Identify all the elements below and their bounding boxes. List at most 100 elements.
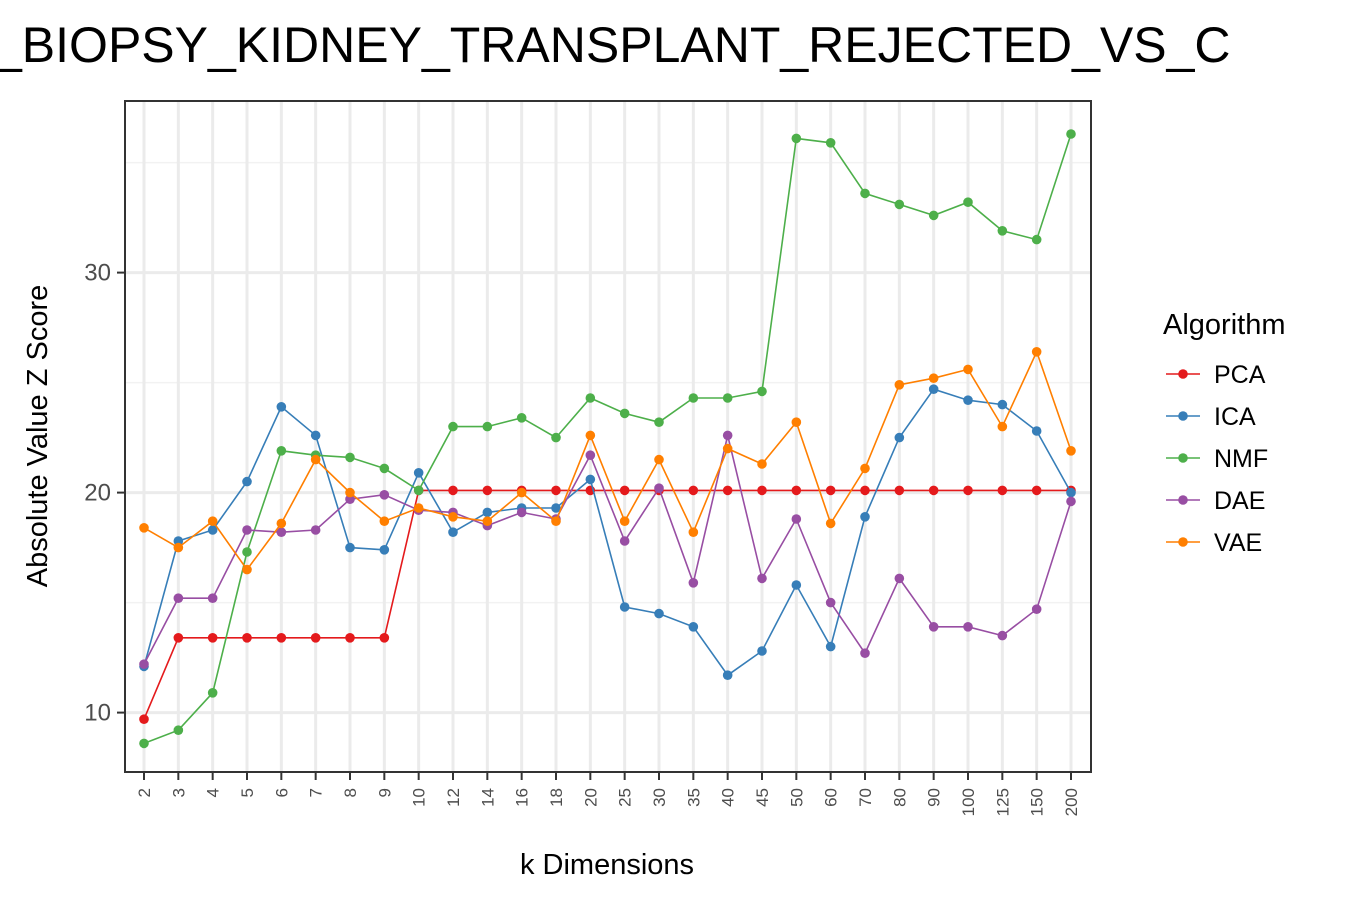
- data-point-vae: [894, 380, 905, 390]
- data-point-dae: [928, 622, 939, 632]
- data-point-vae: [585, 430, 596, 441]
- x-tick-label: 14: [478, 788, 497, 807]
- x-tick-label: 40: [719, 788, 738, 807]
- x-tick-label: 35: [684, 788, 703, 807]
- x-tick-label: 100: [959, 788, 978, 816]
- data-point-vae: [516, 487, 527, 498]
- legend-label: VAE: [1214, 529, 1262, 557]
- data-point-dae: [173, 593, 184, 603]
- data-point-ica: [379, 545, 390, 555]
- x-tick-label: 12: [444, 788, 463, 807]
- data-point-ica: [757, 646, 767, 656]
- data-point-ica: [482, 507, 493, 518]
- data-point-pca: [139, 714, 149, 724]
- data-point-dae: [242, 525, 252, 535]
- data-point-pca: [310, 633, 321, 643]
- data-point-vae: [139, 523, 149, 533]
- data-point-pca: [619, 485, 630, 496]
- series-line-dae: [143, 435, 1072, 665]
- legend-key-point: [1178, 411, 1188, 421]
- data-point-ica: [860, 512, 870, 522]
- legend-key-point: [1178, 453, 1188, 463]
- data-point-dae: [791, 514, 802, 524]
- data-point-ica: [207, 525, 218, 535]
- data-point-pca: [825, 485, 836, 496]
- data-point-nmf: [791, 133, 802, 144]
- series-vae: [139, 347, 1076, 575]
- data-point-vae: [825, 518, 836, 529]
- data-point-vae: [173, 542, 184, 553]
- data-point-vae: [928, 373, 939, 384]
- data-point-pca: [928, 485, 939, 496]
- series-nmf: [139, 129, 1076, 749]
- data-point-nmf: [516, 413, 527, 423]
- data-point-nmf: [413, 485, 424, 496]
- data-point-dae: [825, 597, 836, 608]
- data-point-ica: [654, 608, 664, 619]
- data-point-vae: [963, 364, 973, 375]
- data-point-ica: [345, 542, 355, 553]
- series-layer: [139, 129, 1076, 749]
- legend-title: Algorithm: [1163, 309, 1286, 341]
- data-point-ica: [722, 670, 733, 680]
- data-point-ica: [688, 622, 699, 632]
- data-point-vae: [654, 454, 664, 465]
- x-tick-label: 5: [238, 788, 257, 797]
- data-point-dae: [139, 659, 149, 669]
- data-point-ica: [242, 476, 252, 487]
- data-point-dae: [310, 525, 321, 535]
- legend-item-pca: PCA: [1166, 361, 1266, 389]
- x-tick-label: 16: [513, 788, 532, 807]
- x-tick-label: 2: [135, 788, 154, 797]
- data-point-dae: [688, 578, 699, 588]
- data-point-pca: [894, 485, 905, 496]
- data-point-pca: [448, 485, 458, 496]
- x-tick-label: 70: [856, 788, 875, 807]
- data-point-vae: [757, 459, 767, 469]
- data-point-ica: [1031, 426, 1042, 436]
- data-point-nmf: [207, 688, 218, 698]
- legend-key-point: [1178, 369, 1188, 379]
- y-axis: 10 20 30: [84, 260, 125, 727]
- x-axis: 2 3 4 5 6 7 8 9 10 12 14 16 18 20 25 30 35 40 45 50 60 70 80 90…: [135, 772, 1081, 816]
- data-point-ica: [310, 430, 321, 441]
- data-point-pca: [791, 485, 802, 496]
- y-tick-label: 20: [84, 480, 111, 507]
- legend: Algorithm PCA ICA NMF DAE VAE: [1163, 309, 1286, 557]
- data-point-pca: [482, 485, 493, 496]
- data-point-pca: [963, 485, 973, 496]
- x-tick-label: 8: [341, 788, 360, 797]
- y-tick-label: 30: [84, 260, 111, 287]
- x-tick-label: 30: [650, 788, 669, 807]
- data-point-pca: [345, 633, 355, 643]
- x-tick-label: 7: [307, 788, 326, 797]
- data-point-vae: [688, 527, 699, 537]
- data-point-vae: [997, 421, 1008, 432]
- data-point-vae: [722, 443, 733, 454]
- data-point-vae: [551, 516, 561, 526]
- data-point-pca: [1031, 485, 1042, 496]
- data-point-nmf: [276, 446, 287, 456]
- data-point-dae: [963, 622, 973, 632]
- data-point-nmf: [928, 210, 939, 221]
- data-point-ica: [619, 602, 630, 612]
- data-point-nmf: [722, 393, 733, 403]
- data-point-pca: [757, 485, 767, 496]
- data-point-ica: [928, 384, 939, 395]
- x-tick-label: 50: [787, 788, 806, 807]
- legend-item-dae: DAE: [1166, 487, 1265, 515]
- x-tick-label: 10: [410, 788, 429, 807]
- data-point-nmf: [482, 421, 493, 432]
- series-line-ica: [143, 388, 1072, 677]
- data-point-ica: [963, 395, 973, 406]
- series-dae: [139, 430, 1076, 669]
- data-point-dae: [654, 483, 664, 494]
- legend-label: PCA: [1214, 361, 1266, 389]
- panel-border: [124, 100, 1092, 773]
- legend-label: NMF: [1214, 445, 1268, 473]
- x-tick-label: 4: [204, 788, 223, 797]
- data-point-nmf: [963, 197, 973, 207]
- y-tick-label: 10: [84, 700, 111, 727]
- data-point-dae: [516, 507, 527, 518]
- data-point-ica: [173, 536, 184, 546]
